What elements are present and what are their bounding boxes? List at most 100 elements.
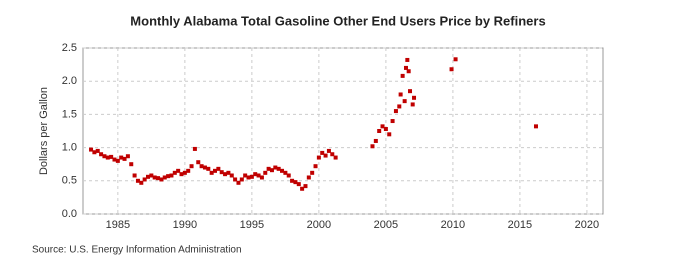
data-point <box>162 175 167 180</box>
data-point <box>216 166 221 171</box>
data-point <box>119 155 124 160</box>
data-point <box>273 165 278 170</box>
data-point <box>139 180 144 185</box>
y-tick-label: 2.5 <box>62 42 77 54</box>
data-point <box>410 102 415 107</box>
x-tick-label: 2015 <box>508 219 532 231</box>
data-point <box>99 152 104 157</box>
data-point <box>149 173 154 178</box>
data-point <box>326 148 331 153</box>
data-point <box>402 99 407 104</box>
data-point <box>412 95 417 100</box>
data-point <box>313 164 318 169</box>
data-point <box>398 92 403 97</box>
data-point <box>370 144 375 149</box>
data-point <box>239 177 244 182</box>
data-point <box>115 158 120 163</box>
data-point <box>176 168 181 173</box>
x-tick-label: 2005 <box>374 219 398 231</box>
data-point <box>320 150 325 155</box>
data-point <box>380 124 385 129</box>
data-point <box>105 155 110 160</box>
data-point <box>122 156 127 161</box>
y-tick-label: 1.5 <box>62 108 77 120</box>
data-point <box>219 170 224 175</box>
data-point <box>169 173 174 178</box>
data-point <box>259 175 264 180</box>
data-point <box>256 173 261 178</box>
data-point <box>300 186 305 191</box>
data-point <box>406 69 411 74</box>
data-point <box>243 173 248 178</box>
data-point <box>179 172 184 177</box>
data-point <box>253 172 258 177</box>
data-point <box>303 184 308 189</box>
data-point <box>387 132 392 137</box>
data-point <box>209 170 214 175</box>
data-point <box>182 170 187 175</box>
y-axis-label: Dollars per Gallon <box>38 87 50 175</box>
data-point <box>453 57 458 62</box>
data-point <box>146 174 150 179</box>
x-tick-label: 1985 <box>106 219 130 231</box>
data-point <box>449 67 454 72</box>
data-point <box>156 176 161 181</box>
data-point <box>276 166 281 171</box>
data-point <box>109 154 114 159</box>
data-point <box>132 173 137 178</box>
data-point <box>142 177 147 182</box>
data-point <box>199 164 204 169</box>
source-note: Source: U.S. Energy Information Administ… <box>32 245 242 256</box>
data-point <box>405 57 410 62</box>
data-point <box>135 178 140 183</box>
plot-frame <box>82 47 604 215</box>
x-tick-label: 1995 <box>240 219 264 231</box>
data-point <box>172 170 177 175</box>
data-point <box>266 166 271 171</box>
data-point <box>226 170 231 175</box>
data-point <box>152 175 157 180</box>
data-point <box>390 119 395 124</box>
data-point <box>323 153 328 158</box>
data-point <box>196 160 201 165</box>
y-tick-label: 0.0 <box>62 208 77 220</box>
data-point <box>293 180 298 185</box>
data-point <box>213 168 218 173</box>
data-point <box>408 89 413 94</box>
data-point <box>280 168 285 173</box>
data-point <box>533 124 538 129</box>
data-point <box>290 178 295 183</box>
data-point <box>306 175 311 180</box>
data-point <box>186 168 191 173</box>
data-point <box>129 162 134 167</box>
y-tick-label: 1.0 <box>62 142 77 154</box>
data-point <box>296 182 301 187</box>
data-point <box>330 152 335 157</box>
data-point <box>397 104 402 109</box>
data-point <box>286 173 291 178</box>
data-point <box>269 168 274 173</box>
data-point <box>393 109 398 114</box>
data-point <box>102 154 107 159</box>
data-point <box>125 154 130 159</box>
data-point <box>283 170 288 175</box>
data-point <box>383 127 388 132</box>
data-point <box>373 138 378 143</box>
data-point <box>333 155 338 160</box>
data-point <box>192 146 197 151</box>
data-point <box>206 166 211 171</box>
x-tick-label: 2020 <box>575 219 599 231</box>
data-point <box>112 157 117 162</box>
data-point <box>202 165 207 170</box>
chart-title: Monthly Alabama Total Gasoline Other End… <box>130 13 545 28</box>
data-point <box>92 150 97 155</box>
data-point <box>249 174 254 179</box>
data-point <box>229 173 234 178</box>
y-tick-label: 0.5 <box>62 175 77 187</box>
data-point <box>159 177 164 182</box>
data-point <box>316 155 321 160</box>
data-point <box>310 170 315 175</box>
data-point <box>403 65 408 70</box>
data-point <box>246 175 251 180</box>
